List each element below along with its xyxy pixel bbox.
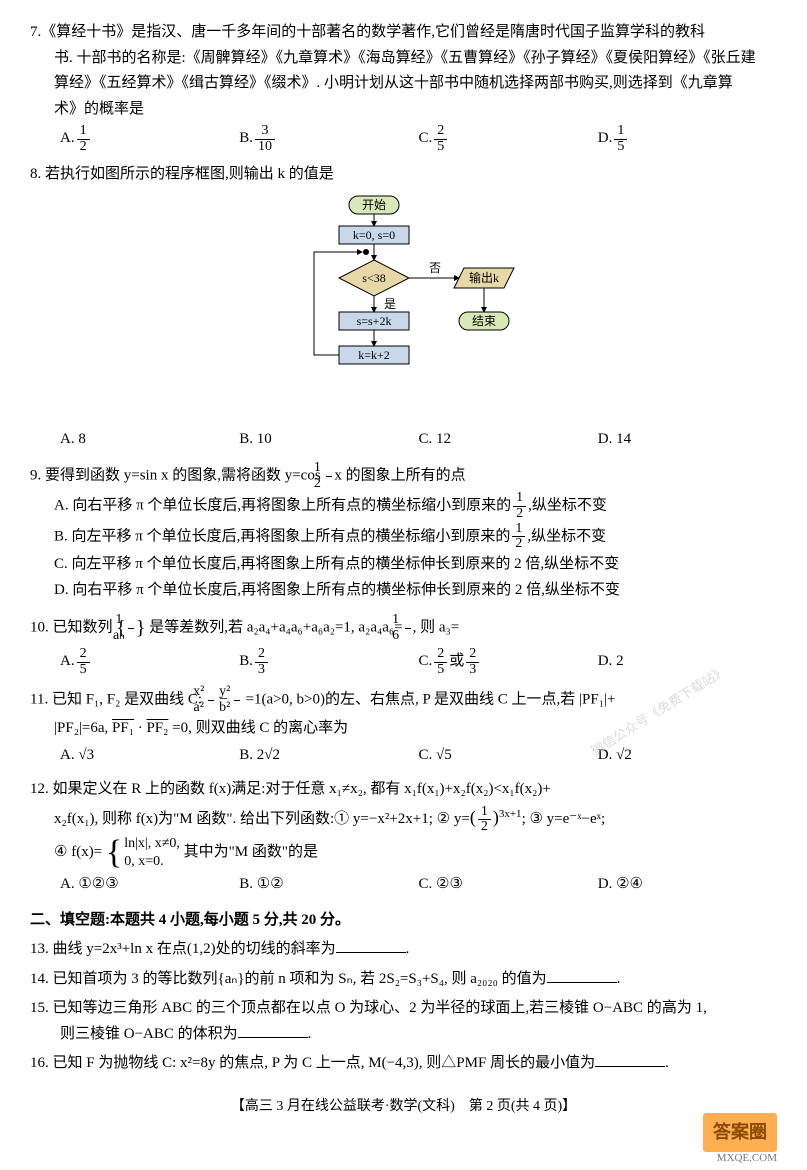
q10-option-d: D. 2 bbox=[598, 647, 777, 677]
page-footer: 【高三 3 月在线公益联考·数学(文科) 第 2 页(共 4 页)】 bbox=[30, 1095, 777, 1119]
q12-option-d: D. ②④ bbox=[598, 872, 777, 898]
question-11: 11. 已知 F₁, F₂ 是双曲线 C: x²a² − y²b² =1(a>0… bbox=[30, 685, 777, 768]
q10-option-c: C. 25或23 bbox=[419, 647, 598, 677]
q12-option-c: C. ②③ bbox=[419, 872, 598, 898]
q8-stem: 8. 若执行如图所示的程序框图,则输出 k 的值是 bbox=[30, 162, 777, 188]
q9-option-c: C. 向左平移 π 个单位长度后,再将图象上所有点的横坐标伸长到原来的 2 倍,… bbox=[30, 552, 777, 578]
question-8: 8. 若执行如图所示的程序框图,则输出 k 的值是 开始 k=0, s=0 s<… bbox=[30, 162, 777, 453]
svg-text:结束: 结束 bbox=[471, 314, 495, 328]
question-10: 10. 已知数列 {1aₙ} 是等差数列,若 a₂a₄+a₄a₆+a₆a₂=1,… bbox=[30, 611, 777, 677]
svg-text:k=k+2: k=k+2 bbox=[358, 348, 390, 362]
q10-stem: 10. 已知数列 {1aₙ} 是等差数列,若 a₂a₄+a₄a₆+a₆a₂=1,… bbox=[30, 611, 777, 645]
q11-option-c: C. √5 bbox=[419, 743, 598, 769]
q12-stem-line3: ④ f(x)= {ln|x|, x≠0,0, x=0. 其中为"M 函数"的是 bbox=[30, 835, 777, 870]
q11-stem-line1: 11. 已知 F₁, F₂ 是双曲线 C: x²a² − y²b² =1(a>0… bbox=[30, 685, 777, 715]
q12-options: A. ①②③ B. ①② C. ②③ D. ②④ bbox=[30, 872, 777, 898]
svg-text:s=s+2k: s=s+2k bbox=[356, 314, 391, 328]
section-2-header: 二、填空题:本题共 4 小题,每小题 5 分,共 20 分。 bbox=[30, 908, 777, 934]
q12-option-b: B. ①② bbox=[239, 872, 418, 898]
svg-text:s<38: s<38 bbox=[362, 271, 385, 285]
blank bbox=[595, 1052, 665, 1067]
q7-stem-line1: 7.《算经十书》是指汉、唐一千多年间的十部著名的数学著作,它们曾经是隋唐时代国子… bbox=[30, 20, 777, 46]
question-15: 15. 已知等边三角形 ABC 的三个顶点都在以点 O 为球心、2 为半径的球面… bbox=[30, 996, 777, 1047]
q7-stem-line3: 算经》《五经算术》《缉古算经》《缀术》. 小明计划从这十部书中随机选择两部书购买… bbox=[30, 71, 777, 97]
q7-option-c: C. 25 bbox=[419, 124, 598, 154]
q11-option-b: B. 2√2 bbox=[239, 743, 418, 769]
q8-options: A. 8 B. 10 C. 12 D. 14 bbox=[30, 427, 777, 453]
q8-option-b: B. 10 bbox=[239, 427, 418, 453]
q10-options: A. 25 B. 23 C. 25或23 D. 2 bbox=[30, 647, 777, 677]
svg-text:k=0, s=0: k=0, s=0 bbox=[352, 228, 394, 242]
question-13: 13. 曲线 y=2x³+ln x 在点(1,2)处的切线的斜率为. bbox=[30, 937, 777, 963]
q11-option-d: D. √2 bbox=[598, 743, 777, 769]
q7-stem-line2: 书. 十部书的名称是:《周髀算经》《九章算术》《海岛算经》《五曹算经》《孙子算经… bbox=[30, 46, 777, 72]
question-7: 7.《算经十书》是指汉、唐一千多年间的十部著名的数学著作,它们曾经是隋唐时代国子… bbox=[30, 20, 777, 154]
svg-text:否: 否 bbox=[429, 261, 441, 275]
q7-stem-line4: 术》的概率是 bbox=[30, 97, 777, 123]
q11-stem-line2: |PF₂|=6a, PF₁ · PF₂ =0, 则双曲线 C 的离心率为 bbox=[30, 716, 777, 742]
q7-option-b: B. 310 bbox=[239, 124, 418, 154]
q11-options: A. √3 B. 2√2 C. √5 D. √2 bbox=[30, 743, 777, 769]
watermark-box: 答案圈 bbox=[703, 1113, 777, 1152]
svg-text:开始: 开始 bbox=[361, 198, 385, 212]
question-12: 12. 如果定义在 R 上的函数 f(x)满足:对于任意 x₁≠x₂, 都有 x… bbox=[30, 777, 777, 898]
q7-option-d: D. 15 bbox=[598, 124, 777, 154]
q9-option-d: D. 向右平移 π 个单位长度后,再将图象上所有点的横坐标伸长到原来的 2 倍,… bbox=[30, 578, 777, 604]
watermark-sub: MXQE.COM bbox=[717, 1149, 777, 1168]
blank bbox=[238, 1023, 308, 1038]
q12-stem-line1: 12. 如果定义在 R 上的函数 f(x)满足:对于任意 x₁≠x₂, 都有 x… bbox=[30, 777, 777, 803]
q12-option-a: A. ①②③ bbox=[60, 872, 239, 898]
q12-stem-line2: x₂f(x₁), 则称 f(x)为"M 函数". 给出下列函数:① y=−x²+… bbox=[30, 802, 777, 835]
flowchart-svg: 开始 k=0, s=0 s<38 否 是 输出k 结束 s=s+2k bbox=[274, 194, 534, 414]
question-14: 14. 已知首项为 3 的等比数列{aₙ}的前 n 项和为 Sₙ, 若 2S₂=… bbox=[30, 967, 777, 993]
q7-options: A. 12 B. 310 C. 25 D. 15 bbox=[30, 124, 777, 154]
blank bbox=[547, 968, 617, 983]
q8-option-a: A. 8 bbox=[60, 427, 239, 453]
question-9: 9. 要得到函数 y=sin x 的图象,需将函数 y=cos 12x 的图象上… bbox=[30, 461, 777, 603]
q9-option-b: B. 向左平移 π 个单位长度后,再将图象上所有点的横坐标缩小到原来的12,纵坐… bbox=[30, 522, 777, 552]
blank bbox=[336, 938, 406, 953]
q8-option-d: D. 14 bbox=[598, 427, 777, 453]
q7-option-a: A. 12 bbox=[60, 124, 239, 154]
q10-option-b: B. 23 bbox=[239, 647, 418, 677]
question-16: 16. 已知 F 为抛物线 C: x²=8y 的焦点, P 为 C 上一点, M… bbox=[30, 1051, 777, 1077]
q10-option-a: A. 25 bbox=[60, 647, 239, 677]
svg-text:是: 是 bbox=[384, 297, 396, 311]
q8-option-c: C. 12 bbox=[419, 427, 598, 453]
q9-stem: 9. 要得到函数 y=sin x 的图象,需将函数 y=cos 12x 的图象上… bbox=[30, 461, 777, 491]
q11-option-a: A. √3 bbox=[60, 743, 239, 769]
q8-flowchart: 开始 k=0, s=0 s<38 否 是 输出k 结束 s=s+2k bbox=[30, 194, 777, 424]
svg-text:输出k: 输出k bbox=[468, 270, 498, 285]
q9-option-a: A. 向右平移 π 个单位长度后,再将图象上所有点的横坐标缩小到原来的12,纵坐… bbox=[30, 491, 777, 521]
